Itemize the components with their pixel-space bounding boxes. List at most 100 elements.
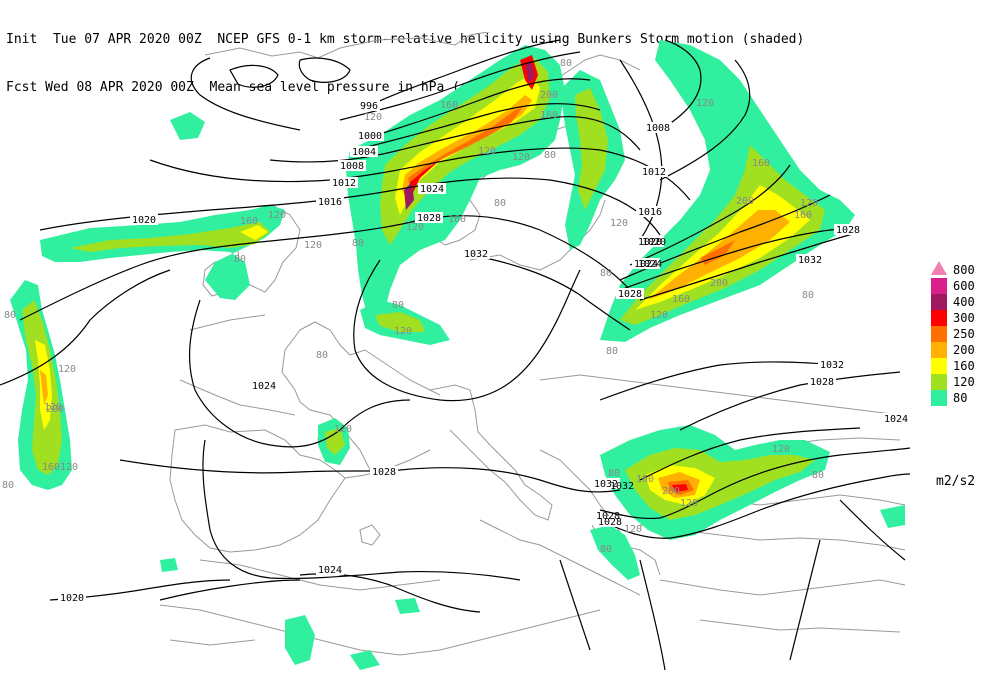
svg-text:1024: 1024: [318, 565, 342, 576]
helicity-label: 80: [560, 58, 572, 69]
helicity-label: 160: [448, 214, 466, 225]
pressure-label: 1028: [834, 224, 862, 236]
svg-text:1028: 1028: [372, 467, 396, 478]
color-legend: 800 600 400 300 250 200 160 120 80: [928, 261, 988, 406]
svg-text:1032: 1032: [820, 360, 844, 371]
pressure-label: 1024: [638, 259, 662, 270]
legend-row: 120: [928, 374, 988, 390]
pressure-label: 1020: [642, 237, 666, 248]
svg-text:1024: 1024: [634, 259, 658, 270]
svg-text:1016: 1016: [638, 207, 662, 218]
svg-text:1024: 1024: [638, 259, 662, 270]
pressure-label: 1000: [356, 130, 384, 142]
svg-text:996: 996: [360, 101, 378, 112]
pressure-label: 1024: [316, 564, 344, 576]
svg-text:1028: 1028: [596, 511, 620, 522]
svg-text:1028: 1028: [618, 289, 642, 300]
pressure-label: 1028: [596, 511, 620, 522]
legend-row: 300: [928, 310, 988, 326]
helicity-label: 80: [600, 268, 612, 279]
helicity-label: 120: [610, 218, 628, 229]
helicity-label: 80: [2, 480, 14, 491]
svg-text:1012: 1012: [332, 178, 356, 189]
helicity-label: 120: [512, 152, 530, 163]
helicity-label: 120: [772, 444, 790, 455]
helicity-label: 200: [46, 404, 64, 415]
helicity-label: 120: [696, 98, 714, 109]
pressure-label: 1032: [592, 478, 620, 490]
svg-text:1004: 1004: [352, 147, 376, 158]
pressure-label: 1004: [350, 146, 378, 158]
svg-text:1012: 1012: [642, 167, 666, 178]
svg-text:1032: 1032: [594, 479, 618, 490]
legend-swatch: [931, 390, 947, 406]
legend-row: 250: [928, 326, 988, 342]
legend-row: 400: [928, 294, 988, 310]
svg-text:1008: 1008: [646, 123, 670, 134]
helicity-label: 120: [60, 462, 78, 473]
helicity-label: 80: [494, 198, 506, 209]
helicity-label: 160: [42, 462, 60, 473]
helicity-label: 120: [334, 424, 352, 435]
helicity-label: 200: [540, 90, 558, 101]
helicity-label: 80: [606, 346, 618, 357]
helicity-label: 80: [600, 544, 612, 555]
helicity-shading: [10, 40, 905, 670]
legend-label: 400: [953, 295, 975, 309]
pressure-label: 1020: [636, 236, 664, 248]
pressure-label: 1020: [58, 592, 86, 604]
header-init-line: Init Tue 07 APR 2020 00Z NCEP GFS 0-1 km…: [6, 32, 805, 47]
svg-text:1020: 1020: [642, 237, 666, 248]
pressure-label: 1032: [818, 359, 846, 371]
pressure-label: 1032: [462, 248, 490, 260]
helicity-label: 160: [636, 474, 654, 485]
legend-arrow-icon: [931, 261, 947, 275]
svg-text:1028: 1028: [810, 377, 834, 388]
helicity-label: 160: [794, 210, 812, 221]
helicity-label: 120: [624, 524, 642, 535]
helicity-label: 160: [440, 100, 458, 111]
svg-text:1032: 1032: [798, 255, 822, 266]
helicity-label: 80: [392, 300, 404, 311]
legend-swatch: [931, 310, 947, 326]
helicity-label: 120: [268, 210, 286, 221]
svg-text:1020: 1020: [60, 593, 84, 604]
pressure-label: 1016: [316, 196, 344, 208]
legend-row: 80: [928, 390, 988, 406]
helicity-label: 80: [316, 350, 328, 361]
isobars: [0, 39, 911, 671]
helicity-label: 160: [752, 158, 770, 169]
helicity-label: 160: [672, 294, 690, 305]
pressure-label: 1024: [632, 258, 660, 270]
helicity-label: 120: [680, 498, 698, 509]
helicity-label: 160: [540, 110, 558, 121]
pressure-label: 996: [358, 100, 380, 112]
helicity-label: 120: [364, 112, 382, 123]
legend-units: m2/s2: [936, 474, 976, 489]
helicity-label: 80: [544, 150, 556, 161]
legend-label: 160: [953, 359, 975, 373]
helicity-label: 120: [800, 198, 818, 209]
pressure-label: 1012: [640, 166, 668, 178]
svg-text:1024: 1024: [252, 381, 276, 392]
weather-map: 996 1000 1004 1008 1012 1016 1020 1024 1…: [0, 32, 911, 671]
legend-label: 120: [953, 375, 975, 389]
legend-label: 600: [953, 279, 975, 293]
helicity-label: 80: [608, 468, 620, 479]
pressure-label: 1024: [882, 413, 910, 425]
svg-text:1032: 1032: [464, 249, 488, 260]
helicity-label: 200: [662, 486, 680, 497]
svg-text:1032: 1032: [610, 481, 634, 492]
pressure-label: 1024: [250, 380, 278, 392]
svg-text:1000: 1000: [358, 131, 382, 142]
helicity-label: 80: [812, 470, 824, 481]
legend-swatch: [931, 326, 947, 342]
legend-swatch: [931, 294, 947, 310]
legend-label: 250: [953, 327, 975, 341]
helicity-label: 120: [44, 402, 62, 413]
pressure-label: 1032: [610, 481, 634, 492]
map-header: Init Tue 07 APR 2020 00Z NCEP GFS 0-1 km…: [6, 0, 804, 112]
legend-label: 800: [953, 263, 975, 277]
pressure-label: 1028: [808, 376, 836, 388]
helicity-label: 80: [234, 254, 246, 265]
